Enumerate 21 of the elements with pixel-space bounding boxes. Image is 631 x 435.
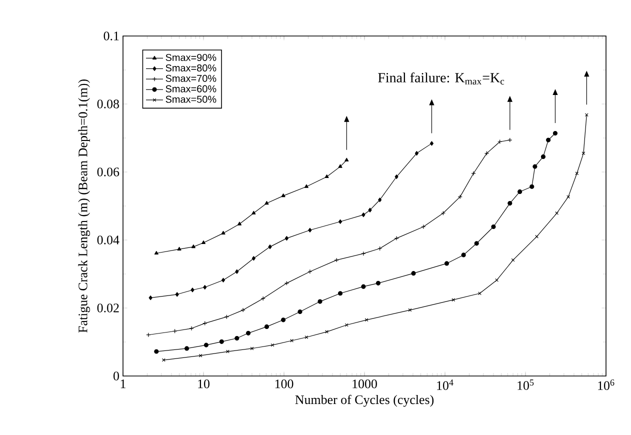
- y-tick-label: 0.06: [97, 168, 120, 176]
- x-tick-label: 1000: [352, 380, 377, 388]
- x-tick-label: 1: [120, 380, 126, 388]
- legend-label: Smax=80%: [166, 64, 216, 72]
- x-axis-title: Number of Cycles (cycles): [295, 394, 434, 407]
- y-tick-label: 0: [114, 372, 119, 380]
- legend-label: Smax=90%: [166, 54, 216, 62]
- legend-label: Smax=50%: [166, 96, 216, 103]
- y-tick-label: 0.08: [97, 100, 119, 108]
- y-axis-title: Fatigue Crack Length (m) (Beam Depth=0.1(m)): [78, 80, 90, 333]
- legend-label: Smax=60%: [166, 85, 216, 92]
- x-tick-label: 10$^{6}$: [598, 380, 614, 390]
- annotation: Final failure: K$_{max}$=K$_{c}$: [378, 72, 504, 85]
- y-tick-label: 0.04: [97, 236, 120, 244]
- y-tick-label: 0.1: [104, 32, 119, 40]
- x-tick-label: 10$^{5}$: [518, 380, 534, 390]
- x-tick-label: 10: [198, 380, 210, 388]
- y-tick-label: 0.02: [97, 304, 119, 312]
- legend-label: Smax=70%: [166, 74, 216, 82]
- x-tick-label: 10$^{4}$: [437, 380, 454, 390]
- x-tick-label: 100: [275, 380, 294, 388]
